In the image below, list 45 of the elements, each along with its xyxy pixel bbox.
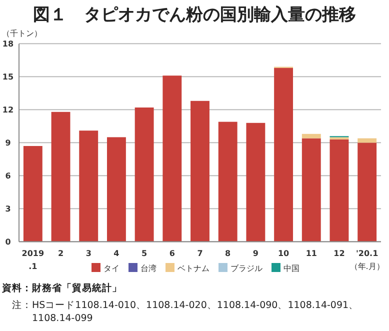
x-tick-label: 9 [252, 249, 259, 258]
x-tick-label: 2 [58, 249, 64, 258]
text: 注：HSコード1108.14-010、1108.14-020、1108.14-090、1108.14-091、1108.14-099 [12, 299, 359, 324]
x-tick-label: 6 [169, 249, 176, 258]
bar [106, 137, 126, 242]
y-tick-label: 0 [5, 238, 12, 247]
y-tick-label: 6 [5, 172, 12, 181]
bar [358, 142, 377, 242]
x-axis-title: （年.月） [350, 262, 384, 271]
x-tick-label: 7 [197, 249, 203, 258]
bar [162, 76, 182, 242]
text: 資料：財務省「貿易統計」 [1, 282, 122, 294]
bar [302, 134, 321, 138]
bar [23, 146, 42, 242]
bar [274, 68, 294, 242]
y-tick-label: 18 [2, 40, 14, 49]
y-tick-label: 15 [2, 72, 14, 82]
x-tick-label: 11 [306, 249, 318, 258]
bar [190, 100, 210, 242]
x-tick-label: 10 [278, 249, 290, 258]
bar [358, 138, 377, 143]
y-axis-title: （千トン） [2, 29, 42, 38]
bar [218, 122, 238, 242]
y-tick-label: 12 [2, 106, 14, 115]
x-tick-label: 8 [225, 249, 232, 258]
bar [302, 138, 321, 242]
legend-label: 中国 [284, 264, 300, 273]
x-tick-label: 3 [86, 249, 92, 258]
x-tick-label: 4 [114, 249, 120, 258]
y-tick-label: 3 [5, 204, 11, 214]
bar [51, 112, 70, 242]
y-tick-label: 9 [5, 138, 12, 148]
chart-title: 図１ タピオカでん粉の国別輸入量の推移 [33, 5, 356, 25]
bar [330, 139, 349, 242]
bar [246, 122, 266, 242]
legend-label: ブラジル [230, 264, 262, 273]
bar [134, 108, 154, 242]
x-tick-label: 12 [334, 249, 345, 258]
legend-label: 台湾 [140, 264, 156, 273]
x-tick-label: 2019 .1 [22, 249, 44, 271]
legend-label: タイ [104, 264, 120, 273]
x-tick-label: 5 [142, 249, 148, 258]
bar [79, 130, 98, 242]
x-tick-label: '20.1 [356, 249, 379, 258]
legend-label: ベトナム [178, 264, 210, 273]
